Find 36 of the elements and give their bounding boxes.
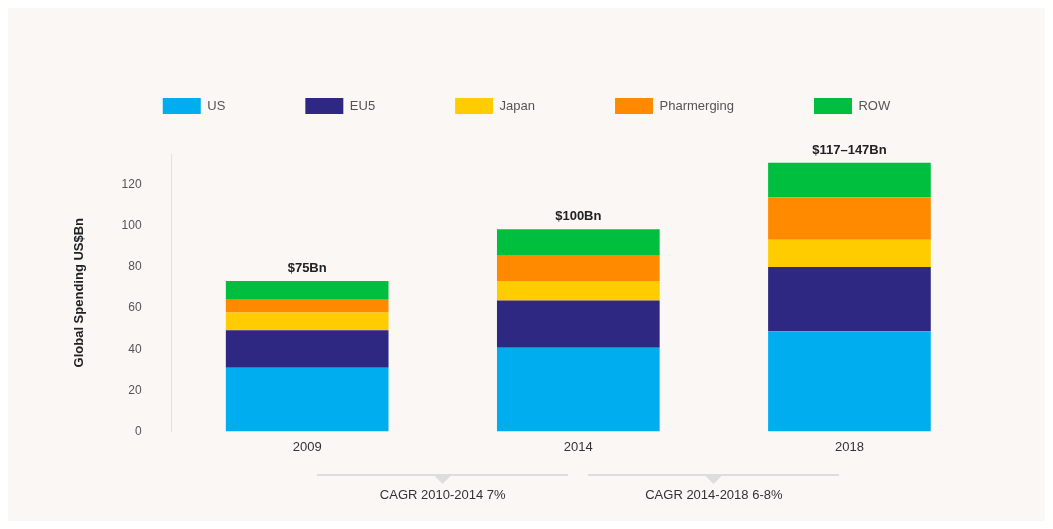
bar — [225, 367, 389, 432]
bar — [225, 299, 389, 313]
x-tick-label: 2018 — [834, 438, 864, 454]
y-tick-label: 120 — [121, 177, 142, 192]
bar — [496, 347, 660, 432]
bar — [225, 280, 389, 300]
text: CAGR 2010-2014 7% — [379, 487, 507, 503]
y-tick-label: 40 — [128, 341, 142, 356]
text: CAGR 2014-2018 6-8% — [645, 487, 783, 503]
bar — [496, 254, 660, 281]
legend-label: Pharmerging — [659, 97, 734, 113]
bar — [768, 197, 931, 240]
y-tick-label: 20 — [128, 382, 142, 397]
y-tick-label: 0 — [134, 423, 142, 438]
bar — [496, 300, 660, 348]
total-label: $117–147Bn — [812, 141, 887, 157]
total-label: $75Bn — [287, 260, 327, 276]
legend-label: ROW — [858, 97, 891, 113]
y-axis-title: Global Spending US$Bn — [71, 217, 87, 368]
bar — [768, 239, 931, 268]
y-tick-label: 80 — [128, 259, 142, 274]
bar — [768, 267, 931, 332]
bar — [225, 330, 389, 368]
legend-label: US — [207, 97, 226, 113]
x-tick-label: 2009 — [292, 438, 322, 454]
x-tick-label: 2014 — [563, 438, 593, 454]
bar — [496, 280, 660, 301]
legend-label: Japan — [499, 97, 536, 113]
bar — [768, 162, 931, 198]
y-tick-label: 60 — [128, 300, 142, 315]
bar — [496, 229, 660, 255]
legend-label: EU5 — [349, 97, 376, 113]
bar — [225, 312, 389, 331]
y-tick-label: 100 — [121, 218, 142, 233]
total-label: $100Bn — [555, 208, 602, 224]
bar — [768, 331, 931, 432]
